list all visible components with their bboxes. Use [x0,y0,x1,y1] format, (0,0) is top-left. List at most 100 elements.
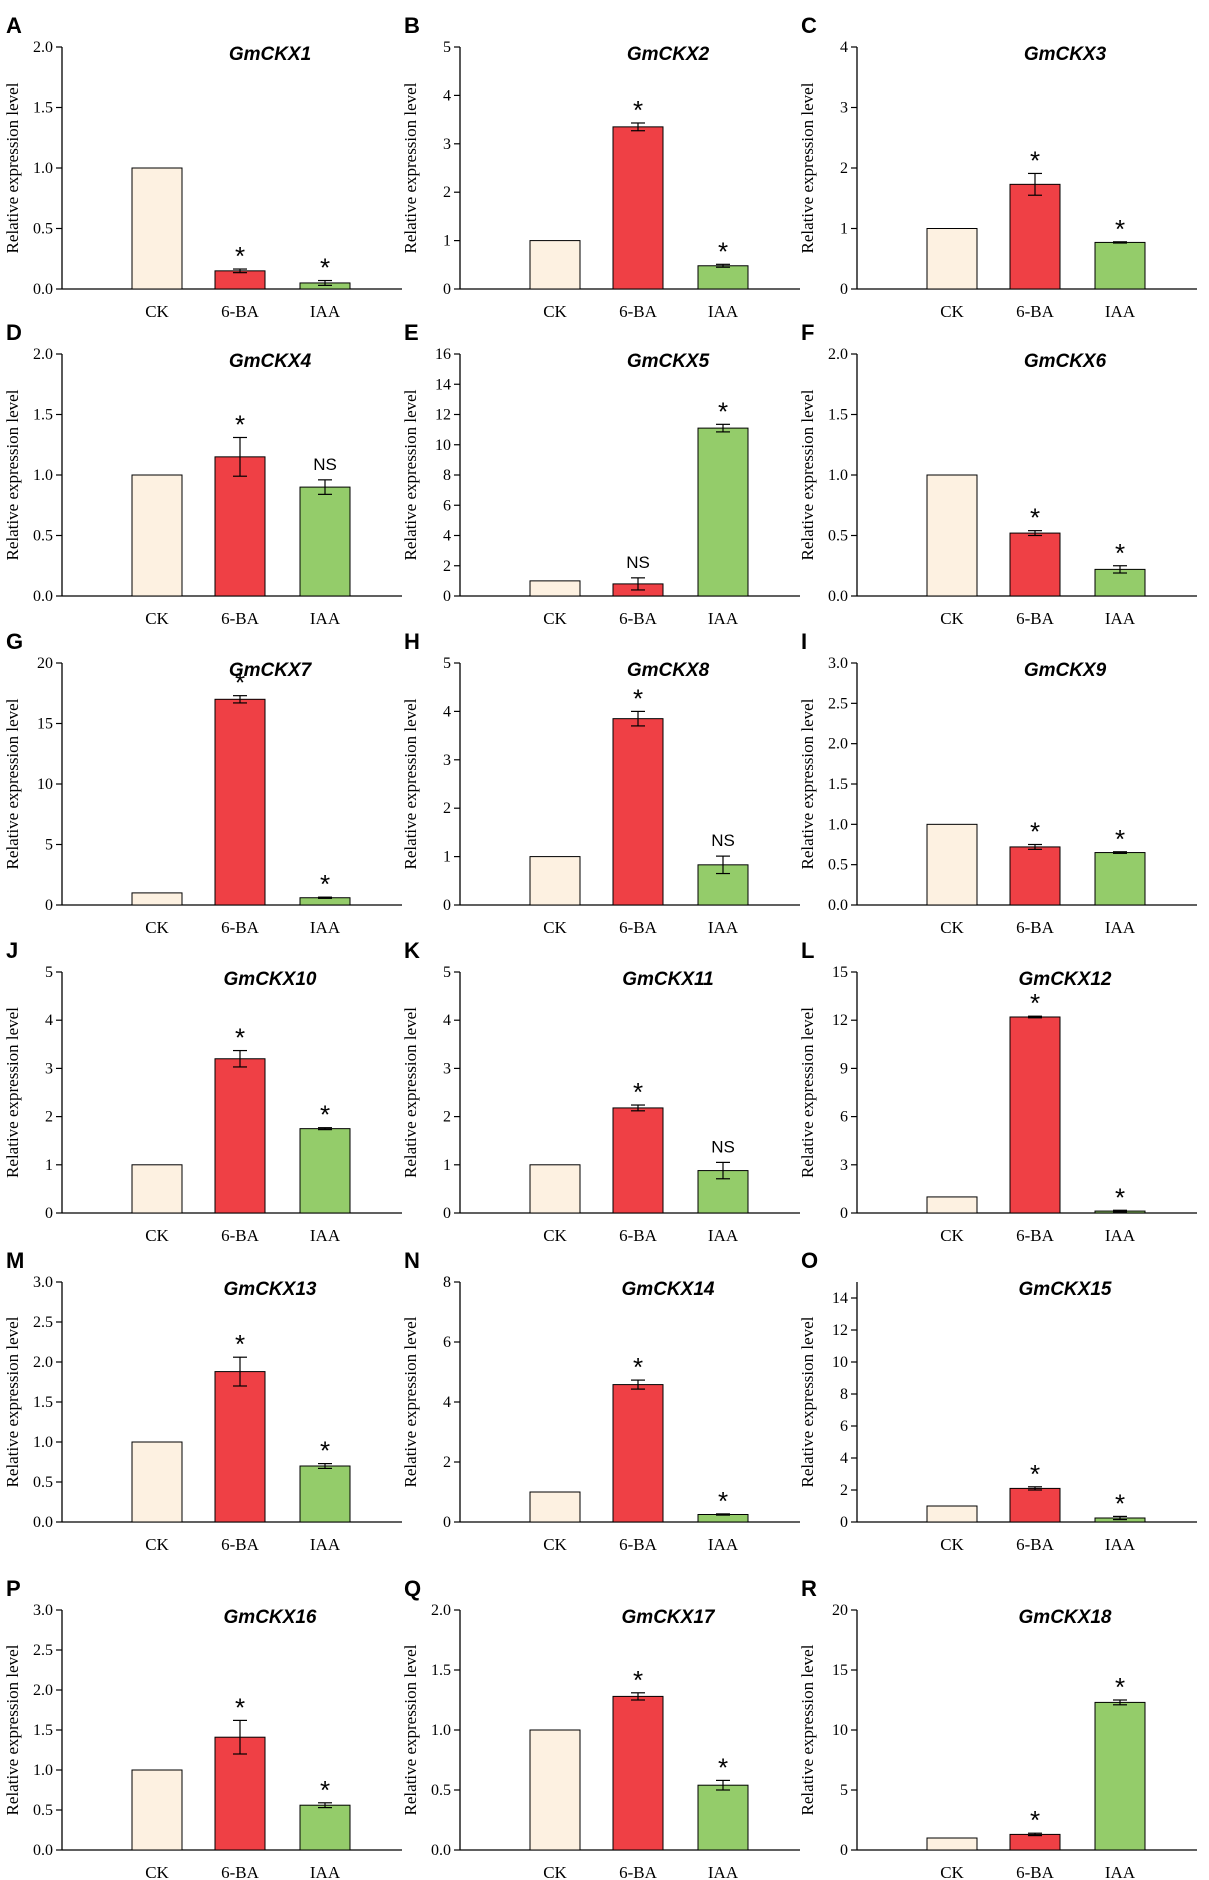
y-tick-label: 10 [832,1354,848,1371]
y-tick-label: 12 [435,407,451,424]
y-tick-label: 5 [443,39,451,56]
y-tick-label: 10 [435,437,451,454]
x-tick-label: 6-BA [619,1535,658,1554]
chart-panel-o: O GmCKX15 Relative expression level 0 2 4 6 8 10… [798,1248,1197,1554]
chart-title: GmCKX5 [627,351,710,372]
x-tick-label: 6-BA [619,1863,658,1880]
chart-title: GmCKX18 [1019,1607,1112,1628]
x-tick-label: IAA [1105,1535,1136,1554]
bar-6-ba [612,126,664,290]
chart-title: GmCKX11 [622,969,714,990]
y-tick-label: 4 [443,1012,451,1029]
significance-star: * [1115,1182,1125,1212]
x-tick-label: CK [940,302,964,321]
y-tick-label: 15 [37,716,53,733]
y-tick-label: 10 [37,776,53,793]
y-tick-label: 0.0 [33,588,53,605]
y-tick-label: 16 [435,346,451,363]
panel-letter: J [6,938,18,963]
y-tick-label: 1 [443,849,451,866]
chart-panel-a: A GmCKX1 Relative expression level 0.0 0.5 1.… [3,13,402,321]
x-tick-label: 6-BA [1016,609,1055,628]
y-tick-label: 0.5 [33,528,53,545]
error-bar [1113,241,1127,244]
y-tick-label: 2.0 [33,1354,53,1371]
x-tick-label: IAA [1105,1226,1136,1245]
y-tick-label: 1.5 [33,1394,53,1411]
y-tick-label: 1.0 [33,160,53,177]
bar-iaa [1094,852,1146,906]
chart-panel-j: J GmCKX10 Relative expression level 0 1 2 3 4 5 C… [3,938,402,1245]
bar-iaa [1094,568,1146,597]
y-tick-label: 5 [45,964,53,981]
y-tick-label: 0 [443,897,451,914]
y-axis-label: Relative expression level [401,698,420,869]
chart-title: GmCKX3 [1024,44,1107,65]
y-tick-label: 5 [443,655,451,672]
y-tick-label: 0.0 [828,897,848,914]
y-tick-label: 0 [45,897,53,914]
y-tick-label: 3 [840,1157,848,1174]
bar-ck [926,1196,978,1214]
y-axis-label: Relative expression level [3,389,22,560]
panel-letter: G [6,629,23,654]
chart-panel-m: M GmCKX13 Relative expression level 0.0 0.5 1… [3,1248,402,1554]
bar-iaa [697,1784,749,1851]
x-tick-label: 6-BA [1016,918,1055,937]
y-tick-label: 2.0 [33,346,53,363]
y-tick-label: 2 [443,1454,451,1471]
y-tick-label: 0 [443,281,451,298]
y-axis-label: Relative expression level [3,1644,22,1815]
y-tick-label: 14 [435,376,451,393]
significance-ns: NS [711,831,735,850]
bar-ck [131,892,183,906]
y-axis-label: Relative expression level [3,698,22,869]
significance-star: * [320,869,330,899]
significance-star: * [718,1486,728,1516]
panel-letter: A [6,13,22,38]
error-bar [716,1161,730,1180]
y-tick-label: 12 [832,1012,848,1029]
significance-star: * [1115,824,1125,854]
x-tick-label: IAA [310,609,341,628]
chart-panel-k: K GmCKX11 Relative expression level 0 1 2 3 4 5 C… [401,938,800,1245]
significance-star: * [235,409,245,439]
y-tick-label: 14 [832,1290,848,1307]
y-tick-label: 15 [832,964,848,981]
bar-iaa [1094,1701,1146,1851]
x-tick-label: CK [543,1226,567,1245]
y-tick-label: 0 [840,1514,848,1531]
bar-ck [131,167,183,290]
chart-title: GmCKX2 [627,44,710,65]
significance-star: * [1115,1488,1125,1518]
y-tick-label: 0.0 [33,1514,53,1531]
significance-star: * [235,1329,245,1359]
x-tick-label: IAA [310,1535,341,1554]
panel-letter: B [404,13,420,38]
error-bar [1113,851,1127,854]
error-bar [716,1779,730,1791]
error-bar [318,1127,332,1131]
error-bar [1113,1515,1127,1521]
error-bar [318,1802,332,1809]
panel-letter: R [801,1576,817,1601]
panel-letter: M [6,1248,24,1273]
error-bar [631,1104,645,1112]
y-tick-label: 1.5 [33,100,53,117]
x-tick-label: CK [940,918,964,937]
bar-ck [926,228,978,290]
bar-ck [131,1769,183,1851]
error-bar [233,268,247,274]
y-axis-label: Relative expression level [401,1316,420,1487]
chart-panel-l: L GmCKX12 Relative expression level 0 3 6 9 12 1… [798,938,1197,1245]
panel-letter: D [6,320,22,345]
error-bar [631,577,645,591]
y-tick-label: 0 [45,1205,53,1222]
significance-star: * [235,668,245,698]
bar-iaa [299,486,351,597]
y-tick-label: 6 [840,1418,848,1435]
x-tick-label: CK [145,302,169,321]
x-tick-label: CK [940,1226,964,1245]
y-tick-label: 0.0 [431,1842,451,1859]
bar-ck [926,1837,978,1851]
